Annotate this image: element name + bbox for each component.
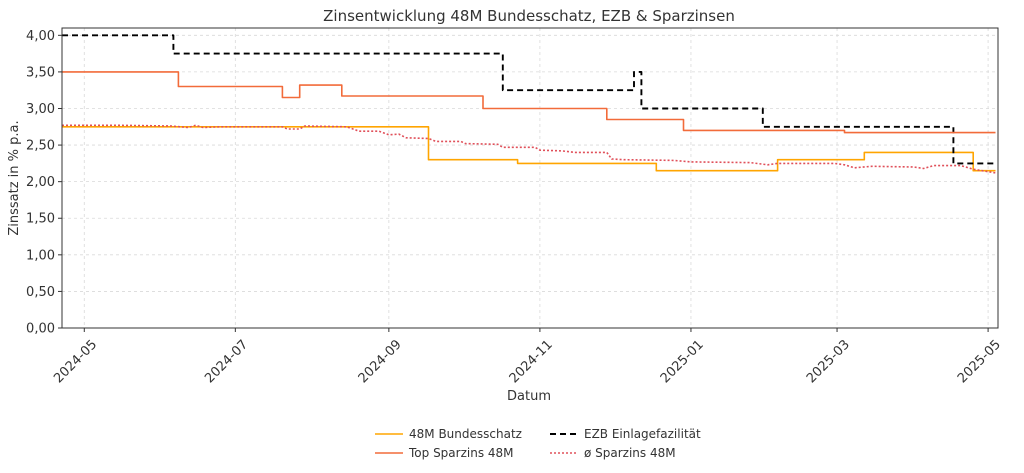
- legend-label: ø Sparzins 48M: [584, 446, 676, 460]
- y-tick-label: 3,50: [26, 65, 55, 80]
- x-axis-label: Datum: [507, 389, 551, 404]
- y-tick-labels: 0,00 0,50 1,00 1,50 2,00 2,50 3,00 3,50 4,00: [26, 29, 62, 337]
- x-tick-label: 2024-07: [202, 337, 251, 386]
- y-tick-label: 4,00: [26, 29, 55, 44]
- x-tick-label: 2025-03: [804, 337, 853, 386]
- series-line: [62, 34, 996, 165]
- y-tick-label: 3,00: [26, 102, 55, 117]
- y-tick-label: 1,50: [26, 212, 55, 227]
- series-line: [62, 126, 996, 172]
- chart-title: Zinsentwicklung 48M Bundesschatz, EZB & …: [323, 7, 735, 25]
- series-line: [62, 124, 996, 174]
- legend-label: EZB Einlagefazilität: [584, 427, 701, 441]
- plot-frame: [61, 27, 999, 329]
- legend: 48M Bundesschatz EZB Einlagefazilität Top …: [375, 427, 701, 460]
- x-tick-label: 2024-05: [51, 337, 100, 386]
- x-tick-label: 2024-11: [507, 337, 556, 386]
- series-line: [62, 71, 996, 134]
- y-tick-label: 2,00: [26, 175, 55, 190]
- x-tick-label: 2024-09: [356, 337, 405, 386]
- x-tick-labels: 2024-05 2024-07 2024-09 2024-11 2025-01 2025-…: [51, 328, 1004, 386]
- x-tick-label: 2025-05: [955, 337, 1004, 386]
- y-tick-label: 0,00: [26, 322, 55, 337]
- legend-label: Top Sparzins 48M: [408, 446, 514, 460]
- y-axis-label: Zinssatz in % p.a.: [7, 120, 22, 235]
- y-tick-label: 2,50: [26, 139, 55, 154]
- series-lines: [62, 34, 996, 174]
- y-tick-label: 0,50: [26, 285, 55, 300]
- y-tick-label: 1,00: [26, 248, 55, 263]
- legend-label: 48M Bundesschatz: [409, 427, 522, 441]
- grid: [62, 28, 998, 329]
- x-tick-label: 2025-01: [658, 337, 707, 386]
